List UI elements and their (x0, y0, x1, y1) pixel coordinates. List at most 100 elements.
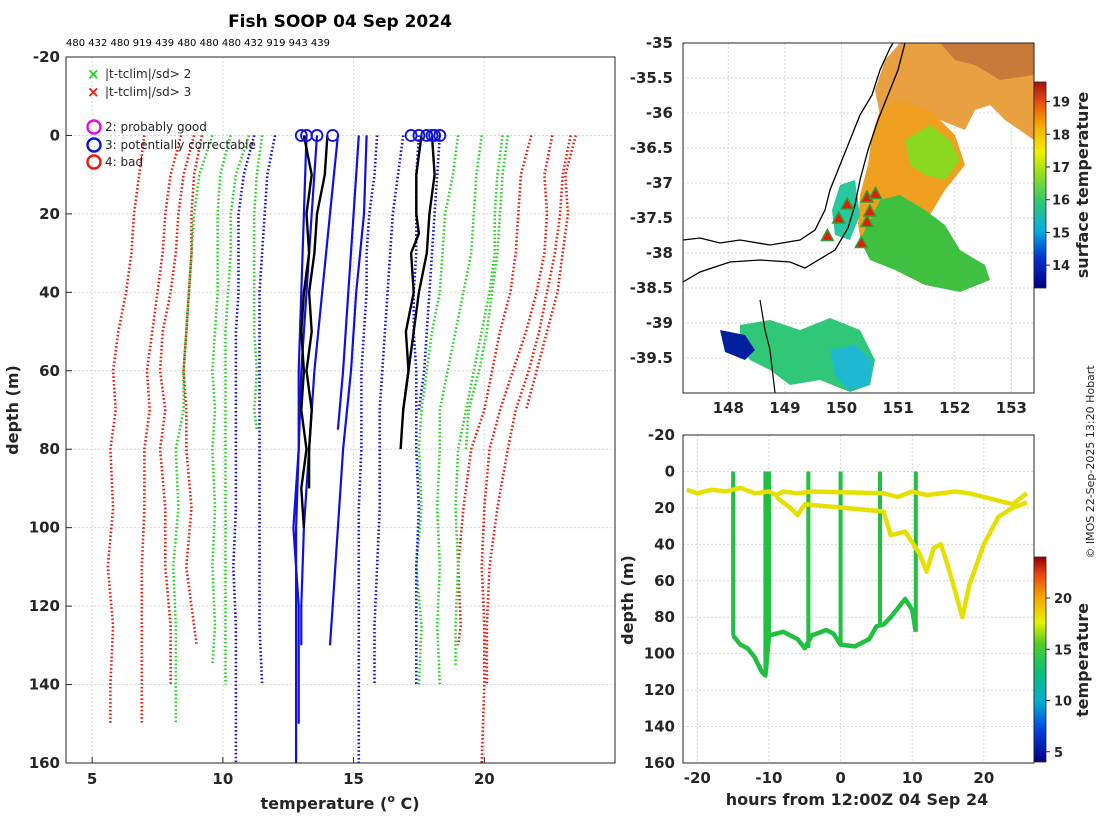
profile-line-blue-solid (292, 135, 319, 724)
profile-line-red-dotted (485, 135, 572, 685)
map-lat-tick-label: -36 (646, 104, 673, 122)
profile-line-blue-dotted (232, 135, 256, 763)
temperature-colorbar-label: temperature (1073, 603, 1092, 717)
map-lat-tick-label: -35 (646, 34, 673, 52)
x-label-suffix: C) (395, 794, 420, 813)
dt-x-tick-label: 0 (835, 769, 845, 787)
dt-y-tick-label: 160 (644, 754, 675, 772)
green-x-icon: × (87, 65, 100, 83)
qc-circle-marker (326, 129, 340, 142)
profile-line-red-dotted (158, 135, 196, 685)
profile-line-red-dotted (456, 135, 533, 646)
y-tick-label: 20 (39, 205, 60, 223)
x-label-superscript: o (387, 792, 395, 805)
red-x-icon: × (87, 83, 100, 101)
profile-line-blue-dotted (412, 135, 421, 685)
sst-map-panel: 148 149 150 151 152 153 -35 -35.5 -36 -36.5 -37 -37… (630, 34, 1092, 417)
temperature-colorbar-ticks: 5 10 15 20 (1046, 592, 1072, 761)
qc-circle-marker (428, 129, 442, 142)
sst-hottest-region (940, 43, 1034, 80)
dt-y-tick-label: 80 (654, 608, 675, 626)
profile-line-blue-solid (328, 135, 368, 646)
profile-line-green-dotted (435, 135, 483, 685)
profile-y-axis-label: depth (m) (3, 365, 22, 455)
sst-colorbar-tick-label: 14 (1052, 259, 1070, 274)
depth-time-panel: -20 -10 0 10 20 -20 0 20 40 60 80 100 120 140 160 hour… (618, 426, 1092, 809)
profile-line-blue-dotted (258, 135, 277, 685)
sst-colorbar (1033, 81, 1047, 289)
depth-time-ticks: -20 -10 0 10 20 -20 0 20 40 60 80 100 120 140 160 (644, 426, 995, 787)
legend-label-potentially-correctable: 3: potentially correctable (105, 138, 256, 152)
profile-panel: Fish SOOP 04 Sep 2024 480 432 480 919 43… (3, 12, 616, 813)
dt-y-tick-label: -20 (648, 426, 675, 444)
xbt-station-marker (862, 203, 878, 217)
temperature-colorbar-tick-label: 20 (1054, 592, 1072, 607)
xbt-station-marker (820, 227, 835, 242)
profile-line-black-solid (300, 135, 313, 528)
profile-line-blue-dotted (373, 135, 405, 685)
profile-line-green-dotted (454, 135, 504, 665)
sst-green-patch-2 (860, 195, 990, 292)
temperature-track (685, 485, 1029, 507)
profile-line-black-solid (402, 135, 423, 411)
profile-line-black-solid (305, 135, 329, 489)
profile-x-ticks: 5 10 15 20 (87, 757, 495, 788)
profile-series (106, 134, 578, 764)
y-tick-label: 140 (29, 676, 60, 694)
xbt-station-marker (831, 210, 846, 224)
xbt-station-marker (854, 234, 869, 249)
profile-line-green-dotted (224, 134, 251, 685)
profile-line-red-dotted (182, 135, 204, 646)
y-tick-label: 0 (50, 126, 60, 144)
legend-label-red-x: |t-tclim|/sd> 3 (105, 85, 191, 99)
y-tick-label: 120 (29, 597, 60, 615)
dt-y-tick-label: 40 (654, 535, 675, 553)
sst-colorbar-ticks: 14 15 16 17 18 19 (1046, 96, 1070, 274)
x-tick-label: 5 (87, 770, 97, 788)
dt-y-tick-label: 0 (665, 462, 675, 480)
boundary-line (683, 43, 906, 283)
map-lat-tick-label: -37.5 (630, 209, 673, 227)
profile-line-green-dotted (171, 134, 214, 724)
depth-time-y-axis-label: depth (m) (618, 555, 637, 645)
map-lon-tick-label: 148 (713, 399, 744, 417)
xbt-station-marker (839, 196, 855, 210)
y-tick-label: 160 (29, 754, 60, 772)
profile-line-green-dotted (252, 135, 264, 430)
map-lat-tick-label: -38 (646, 244, 673, 262)
y-tick-label: 40 (39, 283, 60, 301)
dt-y-tick-label: 140 (644, 718, 675, 736)
sst-green-patch-1 (905, 125, 960, 180)
sst-colorbar-tick-label: 17 (1052, 161, 1070, 176)
map-lat-tick-label: -35.5 (630, 69, 673, 87)
red-circle-icon (86, 154, 102, 170)
map-lon-tick-label: 150 (826, 399, 857, 417)
temperature-colorbar-tick-label: 15 (1054, 643, 1072, 658)
sst-cool-patch-2 (832, 180, 860, 240)
map-lat-tick-label: -39.5 (630, 349, 673, 367)
sst-colorbar-tick-label: 18 (1052, 128, 1070, 143)
y-tick-label: 80 (39, 440, 60, 458)
qc-markers (294, 129, 447, 142)
dt-x-tick-label: 10 (902, 769, 923, 787)
profile-legend: × |t-tclim|/sd> 2 × |t-tclim|/sd> 3 2: p… (86, 65, 256, 170)
temperature-colorbar (1033, 556, 1047, 763)
depth-time-frame (682, 434, 1035, 764)
qc-circle-marker (310, 129, 324, 142)
map-lat-tick-label: -36.5 (630, 139, 673, 157)
legend-label-bad: 4: bad (105, 155, 143, 169)
legend-item-green-x: × |t-tclim|/sd> 2 (87, 65, 191, 83)
x-tick-label: 20 (474, 770, 495, 788)
map-lat-tick-label: -38.5 (630, 279, 673, 297)
map-lon-tick-label: 151 (882, 399, 913, 417)
xbt-stations (820, 185, 883, 249)
temperature-colorbar-tick-label: 10 (1054, 695, 1072, 710)
xbt-station-marker (859, 213, 875, 228)
temperature-track (731, 596, 919, 678)
sst-cold-patch (720, 330, 755, 360)
y-tick-label: 60 (39, 362, 60, 380)
depth-time-grid (683, 434, 1034, 764)
legend-item-bad: 4: bad (86, 154, 143, 170)
credit-text: © IMOS 22-Sep-2025 13:20 Hobart (1084, 365, 1097, 559)
legend-item-red-x: × |t-tclim|/sd> 3 (87, 83, 191, 101)
